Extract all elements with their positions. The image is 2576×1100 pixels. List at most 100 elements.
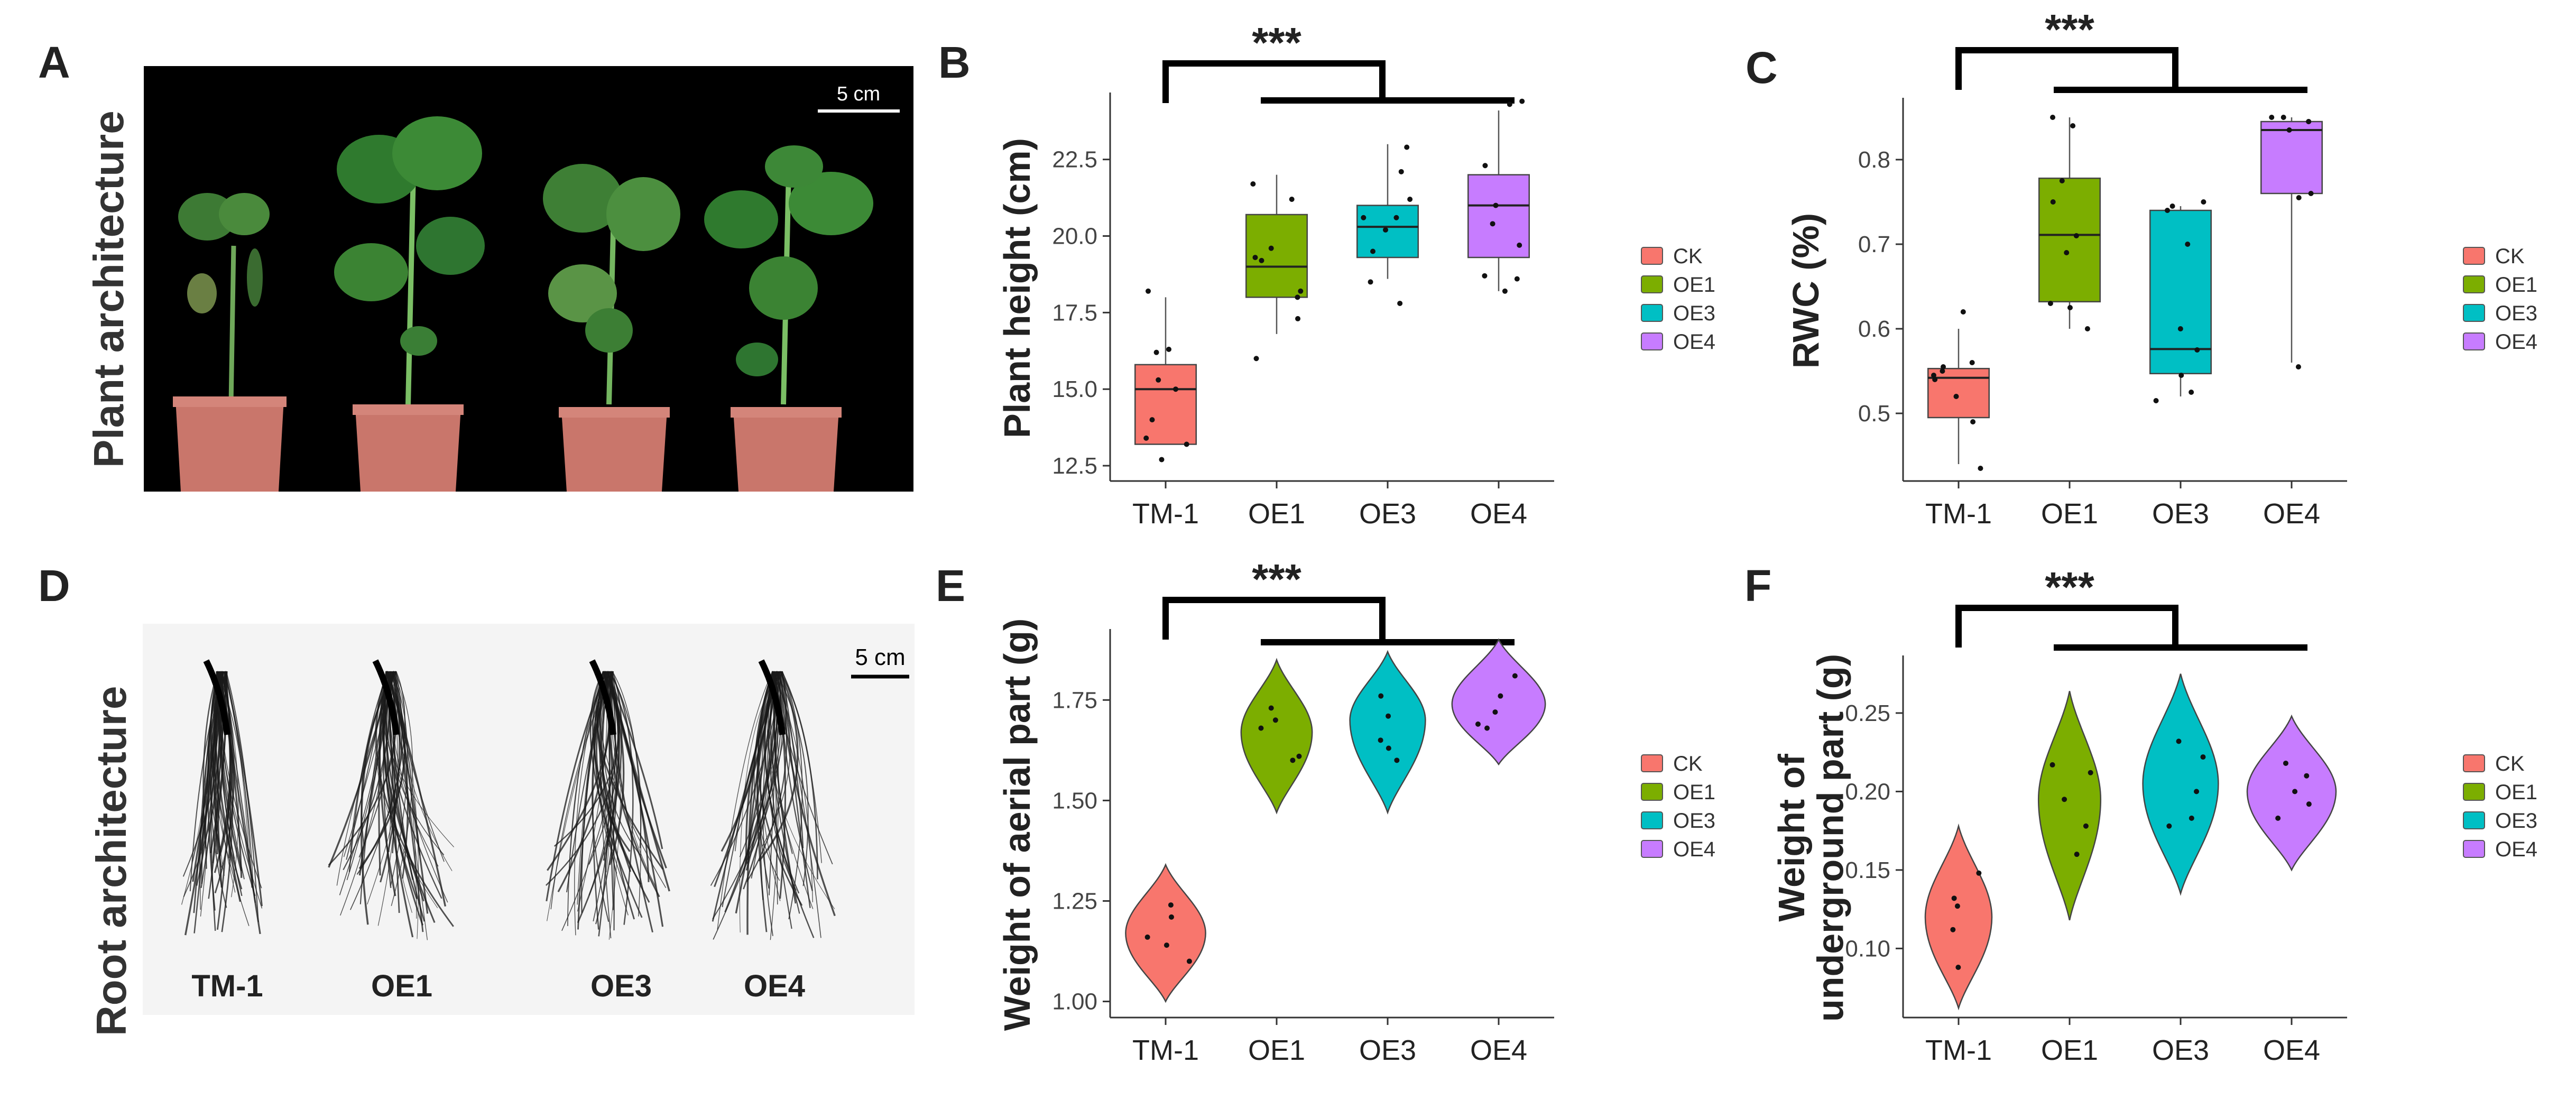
data-point bbox=[1149, 417, 1155, 423]
data-point bbox=[1517, 242, 1522, 248]
photo-d-scale-label: 5 cm bbox=[855, 644, 905, 670]
data-point bbox=[1498, 693, 1503, 699]
data-point bbox=[2308, 191, 2314, 196]
plant-oe3 bbox=[543, 164, 680, 405]
x-tick-label: OE1 bbox=[2041, 1034, 2098, 1066]
x-tick-label: TM-1 bbox=[1925, 1034, 1992, 1066]
data-point bbox=[1393, 215, 1399, 220]
data-point bbox=[2201, 199, 2206, 205]
data-point bbox=[1386, 745, 1391, 751]
legend-swatch-OE3 bbox=[1641, 304, 1663, 322]
data-point bbox=[2176, 738, 2182, 744]
data-point bbox=[2074, 852, 2080, 857]
root-architecture-title: Root architecture bbox=[88, 686, 135, 1036]
x-tick-label: OE1 bbox=[1248, 498, 1305, 530]
plant-oe1 bbox=[334, 116, 485, 405]
significance-bracket bbox=[1955, 605, 2178, 648]
legend-label-OE1: OE1 bbox=[2495, 781, 2537, 804]
plant-architecture-photo: 5 cm bbox=[144, 66, 913, 492]
legend-swatch-CK bbox=[2463, 754, 2485, 772]
legend-label-OE3: OE3 bbox=[2495, 302, 2537, 325]
box-OE1 bbox=[2038, 177, 2101, 303]
data-point bbox=[1268, 705, 1274, 711]
data-point bbox=[1482, 273, 1488, 279]
data-point bbox=[1954, 903, 1960, 909]
data-point bbox=[2292, 789, 2298, 794]
root-label-oe1: OE1 bbox=[371, 969, 432, 1003]
legend-swatch-CK bbox=[1641, 754, 1663, 772]
chart-aerial-weight: 1.00 1.25 1.50 1.75 TM-1 OE1 OE3 OE4 Weight of a… bbox=[996, 556, 1715, 1066]
data-point bbox=[1361, 215, 1367, 220]
legend-swatch-CK bbox=[1641, 247, 1663, 265]
data-point bbox=[2047, 301, 2053, 306]
significance-label: *** bbox=[1252, 19, 1301, 66]
data-point bbox=[1976, 870, 1982, 876]
data-point bbox=[1289, 196, 1295, 202]
data-point bbox=[1394, 757, 1400, 763]
data-point bbox=[2088, 770, 2093, 775]
significance-label: *** bbox=[1252, 556, 1301, 603]
data-point bbox=[1951, 895, 1957, 901]
data-point bbox=[1931, 373, 1936, 378]
data-point bbox=[2050, 199, 2056, 205]
legend-label-CK: CK bbox=[2495, 752, 2525, 775]
data-point bbox=[1404, 144, 1410, 150]
legend-label-CK: CK bbox=[1673, 245, 1703, 268]
chart-underground-weight: 0.10 0.15 0.20 0.25 TM-1 OE1 OE3 OE4 Weight ofun… bbox=[1771, 563, 2537, 1066]
data-point bbox=[1250, 181, 1256, 187]
y-tick-label: 1.75 bbox=[1052, 687, 1097, 713]
data-point bbox=[2177, 326, 2183, 331]
data-point bbox=[2189, 815, 2194, 821]
data-point bbox=[1272, 717, 1278, 723]
violin-TM-1 bbox=[1924, 823, 1993, 1011]
data-point bbox=[1253, 356, 1259, 362]
violin-OE3 bbox=[1349, 650, 1426, 815]
data-point bbox=[1295, 316, 1301, 321]
data-point bbox=[2153, 398, 2159, 403]
box-OE3 bbox=[2149, 209, 2212, 375]
data-point bbox=[1164, 942, 1169, 948]
data-point bbox=[1368, 279, 1373, 285]
data-point bbox=[1492, 709, 1498, 715]
data-point bbox=[1978, 466, 1983, 471]
legend-swatch-OE3 bbox=[2463, 304, 2485, 322]
y-tick-label: 1.25 bbox=[1052, 888, 1097, 914]
legend-label-OE1: OE1 bbox=[1673, 273, 1715, 297]
data-point bbox=[1159, 457, 1165, 463]
data-point bbox=[2280, 115, 2286, 120]
data-point bbox=[1144, 934, 1150, 940]
y-tick-label: 17.5 bbox=[1052, 300, 1097, 326]
data-point bbox=[1484, 725, 1490, 731]
data-point bbox=[1507, 101, 1512, 107]
legend-swatch-OE4 bbox=[2463, 332, 2485, 350]
y-axis-label: RWC (%) bbox=[1785, 213, 1826, 368]
photo-a-scale-label: 5 cm bbox=[837, 83, 880, 105]
x-tick-label: OE1 bbox=[1248, 1034, 1305, 1066]
data-point bbox=[1259, 257, 1264, 263]
data-point bbox=[1482, 163, 1488, 169]
legend-label-OE4: OE4 bbox=[1673, 330, 1715, 354]
data-point bbox=[2070, 123, 2076, 128]
y-tick-label: 0.8 bbox=[1858, 147, 1890, 173]
data-point bbox=[1940, 368, 1945, 374]
data-point bbox=[1296, 753, 1302, 759]
x-tick-label: OE3 bbox=[2152, 1034, 2209, 1066]
y-tick-label: 0.10 bbox=[1845, 936, 1890, 962]
box-TM-1 bbox=[1927, 367, 1990, 419]
y-tick-label: 0.25 bbox=[1845, 700, 1890, 726]
data-point bbox=[1382, 227, 1388, 233]
data-point bbox=[1950, 927, 1956, 932]
data-point bbox=[1397, 300, 1403, 306]
data-point bbox=[1290, 757, 1296, 763]
data-point bbox=[1186, 958, 1192, 964]
x-tick-label: OE4 bbox=[1470, 1034, 1527, 1066]
data-point bbox=[2194, 789, 2200, 794]
data-point bbox=[2169, 204, 2175, 209]
data-point bbox=[2059, 178, 2065, 183]
data-point bbox=[1146, 288, 1151, 294]
y-tick-label: 0.20 bbox=[1845, 779, 1890, 805]
panel-letter-f: F bbox=[1744, 561, 1772, 611]
panel-letter-e: E bbox=[936, 561, 966, 611]
data-point bbox=[2083, 823, 2089, 829]
data-point bbox=[1953, 394, 1959, 399]
